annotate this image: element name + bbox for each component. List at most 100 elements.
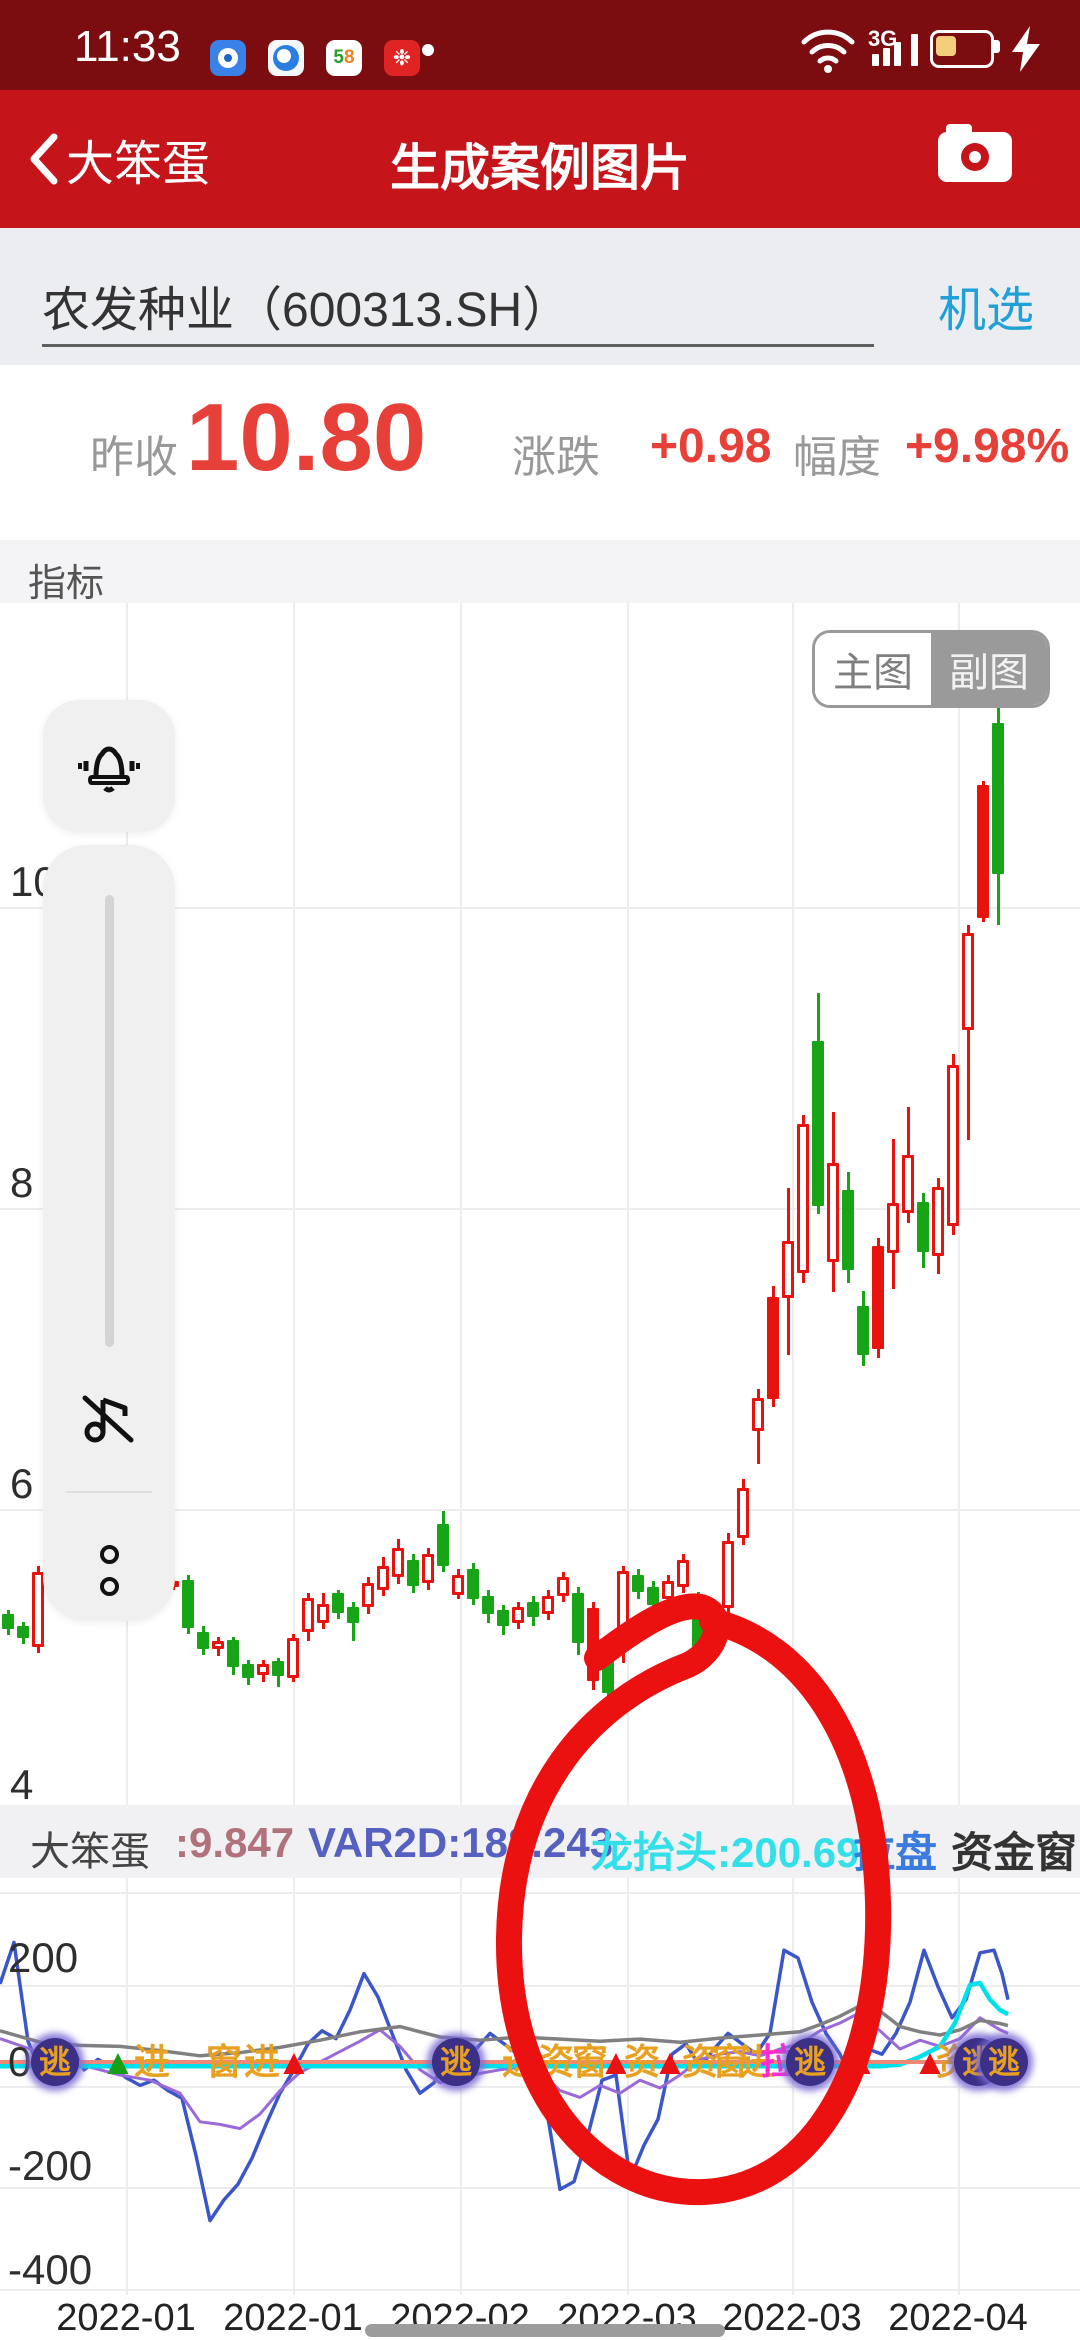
candle xyxy=(947,1065,959,1227)
candle xyxy=(872,1245,884,1350)
candle xyxy=(962,932,974,1031)
change-value: +0.98 xyxy=(650,420,772,473)
candle xyxy=(557,1576,569,1597)
toggle-sub-chart[interactable]: 副图 xyxy=(931,633,1047,705)
clock: 11:33 xyxy=(74,22,181,71)
notification-app-icon-heart: ❉ xyxy=(384,40,420,76)
bell-icon xyxy=(78,746,140,793)
oscillator-lines xyxy=(0,1940,1010,2223)
indicator-label-zijinchuang[interactable]: 资金窗 xyxy=(951,1829,1078,1876)
range-value: +9.98% xyxy=(905,420,1070,473)
candle xyxy=(422,1554,434,1583)
signal-marker-orange: 进 xyxy=(133,2041,171,2082)
horizontal-scrollbar[interactable] xyxy=(365,2324,725,2337)
app-header: 大笨蛋 生成案例图片 xyxy=(0,90,1080,228)
wifi-icon xyxy=(801,29,855,73)
network-type-label: 3G xyxy=(868,26,898,51)
indicator-name: 大笨蛋 xyxy=(30,1830,150,1874)
back-chevron-icon xyxy=(30,133,58,185)
notification-app-icon-58: 58 xyxy=(326,40,362,76)
candle xyxy=(2,1614,14,1630)
indicator-value-var2d: VAR2D:188.243 xyxy=(308,1819,614,1866)
candle xyxy=(767,1296,779,1400)
range-label: 幅度 xyxy=(793,433,881,482)
candle xyxy=(197,1632,209,1649)
candle xyxy=(392,1548,404,1577)
chart-view-toggle[interactable]: 主图 副图 xyxy=(812,630,1050,708)
candle xyxy=(857,1305,869,1356)
y-tick-label: 4 xyxy=(10,1761,34,1806)
page-title: 生成案例图片 xyxy=(390,140,690,196)
candle xyxy=(482,1596,494,1615)
candle xyxy=(347,1606,359,1624)
candle xyxy=(977,785,989,918)
signal-marker-orange: 进 xyxy=(243,2041,281,2082)
candle xyxy=(752,1397,764,1431)
candle xyxy=(737,1487,749,1538)
stock-name-input[interactable]: 农发种业（600313.SH） xyxy=(42,284,571,337)
mute-note-icon[interactable] xyxy=(81,1390,137,1446)
candle xyxy=(452,1575,464,1595)
candle xyxy=(797,1123,809,1273)
random-pick-button[interactable]: 机选 xyxy=(938,284,1035,337)
panel-divider xyxy=(66,1491,152,1493)
back-label: 大笨蛋 xyxy=(66,138,211,191)
stock-header-row: 农发种业（600313.SH） 机选 xyxy=(0,228,1080,365)
indicator-label-lapan[interactable]: 拉盘 xyxy=(853,1829,938,1876)
indicator-value-1: :9.847 xyxy=(175,1819,295,1866)
prev-close-label: 昨收 xyxy=(90,433,178,482)
alert-bell-button[interactable] xyxy=(43,700,175,832)
candle xyxy=(512,1606,524,1624)
status-bar: 11:33 58 ❉ 3G xyxy=(0,0,1080,90)
candle xyxy=(812,1040,824,1207)
drag-dot-icon[interactable] xyxy=(100,1577,119,1596)
battery-icon xyxy=(930,30,994,68)
toggle-main-chart[interactable]: 主图 xyxy=(815,633,931,705)
candle xyxy=(707,1614,719,1642)
candle xyxy=(317,1603,329,1624)
candle xyxy=(527,1602,539,1618)
candle xyxy=(32,1572,44,1648)
signal-bars-icon xyxy=(872,34,918,66)
notification-app-icon-2 xyxy=(268,40,304,76)
back-button[interactable]: 大笨蛋 xyxy=(28,124,210,194)
candle xyxy=(332,1593,344,1613)
candle xyxy=(887,1203,899,1254)
y-tick-label: 6 xyxy=(10,1460,34,1507)
signal-marker-badge: 逃 xyxy=(31,2038,79,2086)
quote-row: 昨收 10.80 涨跌 +0.98 幅度 +9.98% xyxy=(0,365,1080,540)
camera-button[interactable] xyxy=(938,124,1012,182)
candle xyxy=(842,1189,854,1270)
signal-marker-green: ▲ xyxy=(100,2041,136,2082)
x-tick-label: 2022-03 xyxy=(722,2297,862,2339)
main-kline-chart[interactable]: 10 8 6 4 主图 副图 xyxy=(0,603,1080,1805)
candle xyxy=(782,1241,794,1299)
candle xyxy=(467,1569,479,1600)
candle xyxy=(602,1659,614,1693)
zoom-slider[interactable] xyxy=(105,895,114,1347)
candle xyxy=(632,1575,644,1592)
drawing-tool-panel[interactable] xyxy=(43,845,175,1621)
candle xyxy=(17,1626,29,1639)
indicator-value-longtaitou: 龙抬头:200.690 xyxy=(591,1829,883,1876)
candle xyxy=(212,1641,224,1649)
change-label: 涨跌 xyxy=(512,433,600,482)
sub-y-tick-label: 0 xyxy=(8,2038,32,2085)
y-tick-label: 8 xyxy=(10,1159,34,1206)
candle xyxy=(617,1570,629,1648)
tab-indicator[interactable]: 指标 xyxy=(28,563,105,605)
candle xyxy=(302,1597,314,1633)
signal-marker-red: ▲ xyxy=(912,2041,948,2082)
signal-marker-badge: 逃 xyxy=(432,2038,480,2086)
candle xyxy=(722,1540,734,1609)
signal-marker-orange: 进 xyxy=(501,2041,539,2082)
candle xyxy=(647,1587,659,1606)
drag-dot-icon[interactable] xyxy=(100,1545,119,1564)
indicator-tabbar: 指标 xyxy=(0,540,1080,605)
signal-marker-orange: 窗 xyxy=(205,2041,243,2082)
sub-y-tick-label: 200 xyxy=(8,1934,79,1981)
signal-marker-badge: 逃 xyxy=(786,2038,834,2086)
sub-y-tick-label: -200 xyxy=(8,2142,93,2189)
candle xyxy=(377,1566,389,1591)
